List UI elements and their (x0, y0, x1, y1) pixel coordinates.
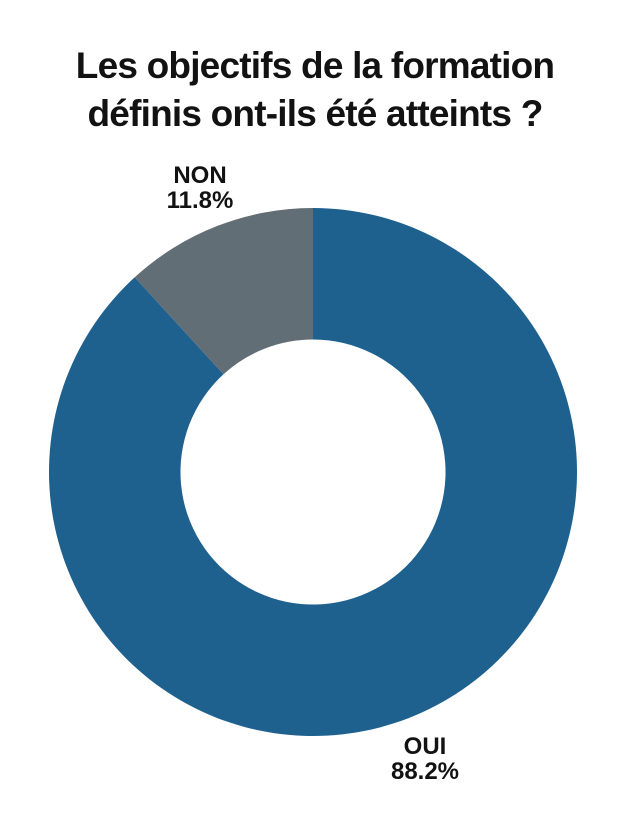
slice-label-non-percent: 11.8% (166, 187, 234, 214)
donut-slice-non (134, 208, 313, 375)
chart-title-line-1: Les objectifs de la formation (75, 45, 555, 86)
chart-title: Les objectifs de la formation définis on… (0, 42, 630, 138)
slice-label-oui-name: OUI (403, 733, 447, 760)
slice-label-oui: OUI 88.2% (391, 734, 459, 784)
slice-label-non: NON 11.8% (167, 163, 234, 213)
chart-title-line-2: définis ont-ils été atteints ? (87, 93, 544, 134)
slice-label-oui-percent: 88.2% (390, 758, 460, 785)
slice-label-non-name: NON (173, 162, 227, 189)
donut-slice-oui (49, 207, 578, 736)
